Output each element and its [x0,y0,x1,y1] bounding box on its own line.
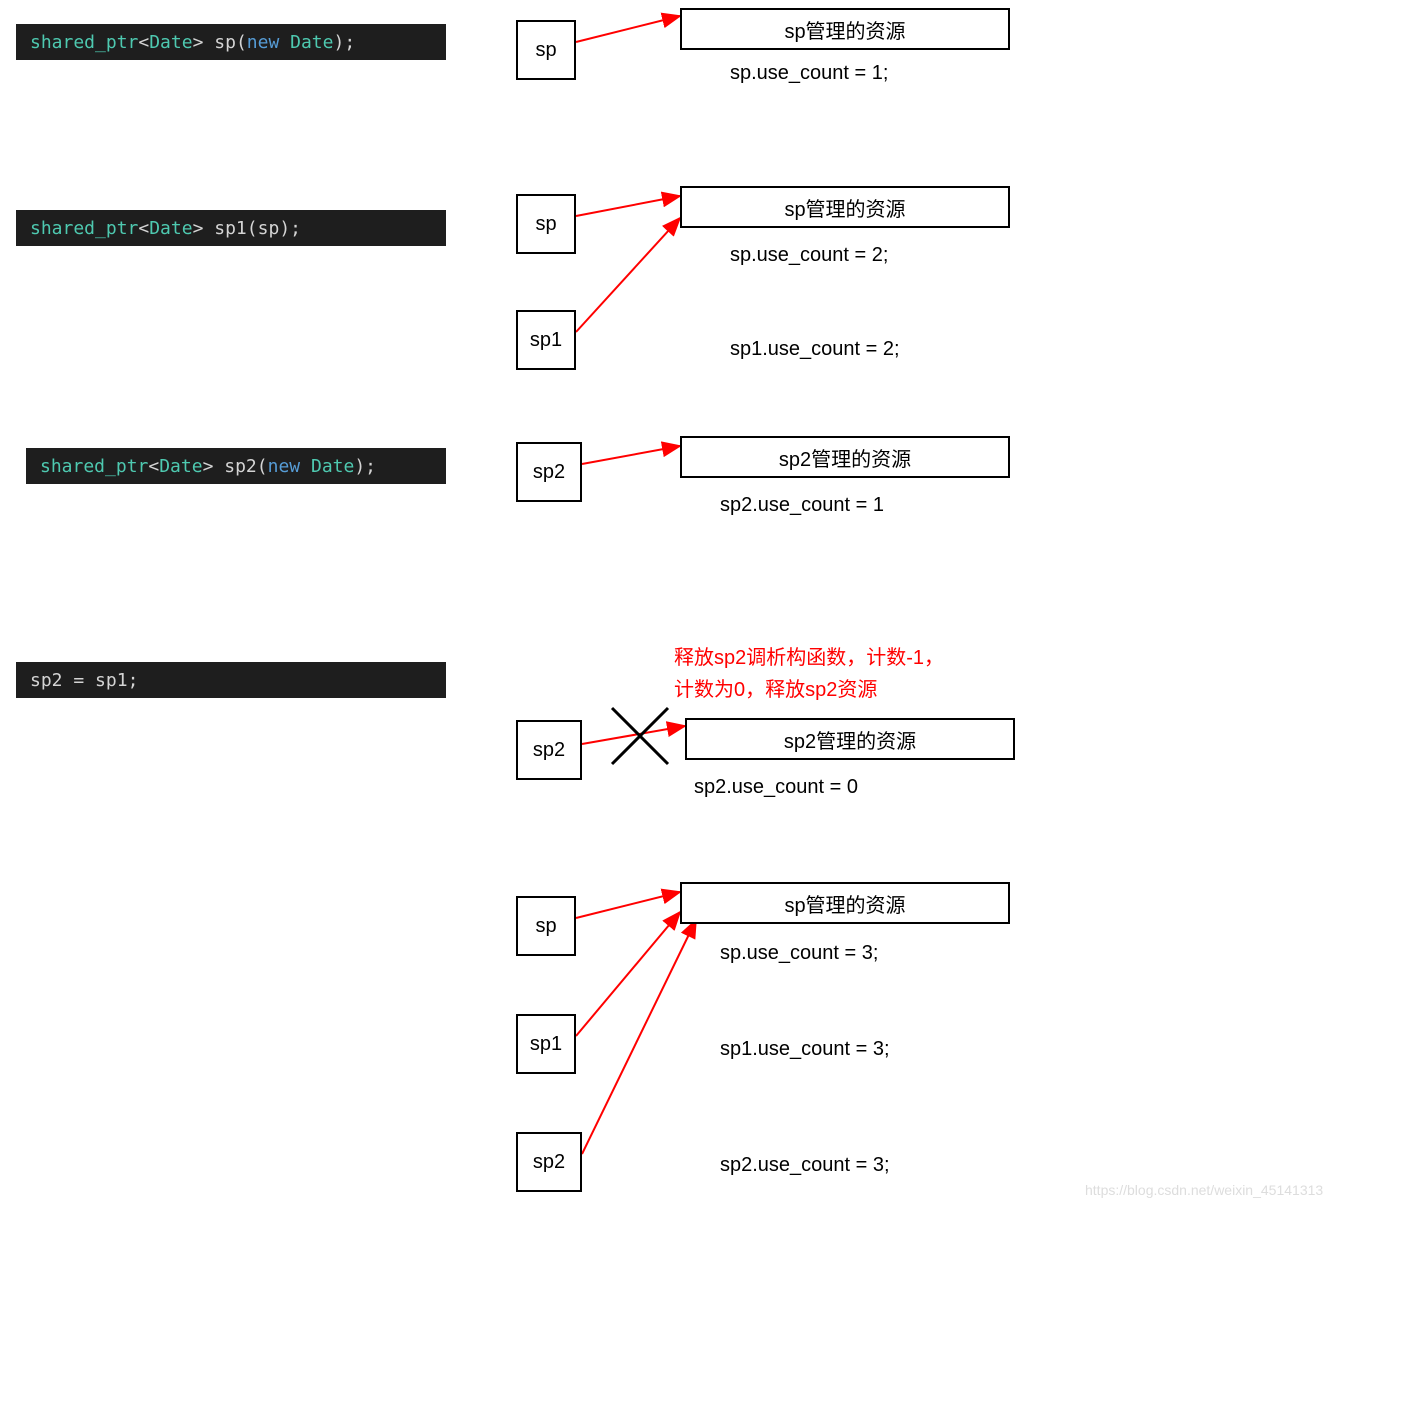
pointer-label: sp1 [530,1033,562,1056]
resource-label: sp2管理的资源 [784,725,916,754]
resource-box: sp管理的资源 [680,8,1010,50]
pointer-box: sp [516,896,576,956]
code-token: sp2 [213,456,256,477]
pointer-box: sp2 [516,1132,582,1192]
code-token: Date [279,32,333,53]
arrow-line [582,446,680,464]
code-token: < [148,456,159,477]
code-token: shared_ptr [30,218,138,239]
code-token: new [247,32,280,53]
code-token: Date [159,456,202,477]
resource-label: sp2管理的资源 [779,443,911,472]
count-label: sp.use_count = 3; [720,942,878,965]
resource-box: sp管理的资源 [680,186,1010,228]
code-token: > [193,32,204,53]
arrow-line [576,218,680,332]
code-token: ( [247,218,258,239]
pointer-box: sp1 [516,310,576,370]
code-token: sp1 [203,218,246,239]
code-token: Date [149,32,192,53]
resource-box: sp2管理的资源 [685,718,1015,760]
code-block: sp2 = sp1; [16,662,446,698]
code-block: shared_ptr<Date> sp2(new Date); [26,448,446,484]
code-token: Date [149,218,192,239]
arrow-line [576,196,680,216]
pointer-label: sp [535,915,556,938]
pointer-label: sp [535,213,556,236]
code-token: ; [290,218,301,239]
pointer-label: sp2 [533,461,565,484]
code-token: < [138,218,149,239]
count-label: sp2.use_count = 3; [720,1154,890,1177]
resource-box: sp管理的资源 [680,882,1010,924]
code-token: sp [203,32,236,53]
arrow-line [582,726,685,744]
count-label: sp1.use_count = 2; [730,338,900,361]
arrow-line [576,892,680,918]
code-token: new [268,456,301,477]
code-token: sp [258,218,280,239]
code-token: ( [257,456,268,477]
arrow-line [576,16,680,42]
cross-line [612,708,668,764]
code-token: ; [128,670,139,691]
resource-label: sp管理的资源 [784,889,905,918]
code-token: ) [279,218,290,239]
count-label: sp1.use_count = 3; [720,1038,890,1061]
code-token: ) [354,456,365,477]
code-block: shared_ptr<Date> sp1(sp); [16,210,446,246]
cross-line [612,708,668,764]
code-token: ( [236,32,247,53]
arrow-line [576,912,680,1036]
pointer-box: sp [516,20,576,80]
code-token: > [193,218,204,239]
pointer-label: sp1 [530,329,562,352]
resource-box: sp2管理的资源 [680,436,1010,478]
count-label: sp2.use_count = 0 [694,776,858,799]
code-token: ; [365,456,376,477]
pointer-box: sp2 [516,442,582,502]
pointer-label: sp2 [533,739,565,762]
code-token: = [73,670,84,691]
pointer-box: sp [516,194,576,254]
count-label: sp2.use_count = 1 [720,494,884,517]
annotation-text: 释放sp2调析构函数，计数-1，计数为0，释放sp2资源 [674,642,944,706]
resource-label: sp管理的资源 [784,193,905,222]
code-token: < [138,32,149,53]
code-token: Date [300,456,354,477]
code-token: sp1 [84,670,127,691]
count-label: sp.use_count = 2; [730,244,888,267]
code-token: shared_ptr [30,32,138,53]
code-token: sp2 [30,670,73,691]
pointer-label: sp2 [533,1151,565,1174]
code-block: shared_ptr<Date> sp(new Date); [16,24,446,60]
code-token: ; [344,32,355,53]
watermark-text: https://blog.csdn.net/weixin_45141313 [1085,1182,1323,1198]
code-token: > [203,456,214,477]
arrow-line [582,920,696,1154]
code-token: ) [333,32,344,53]
resource-label: sp管理的资源 [784,15,905,44]
pointer-box: sp2 [516,720,582,780]
pointer-box: sp1 [516,1014,576,1074]
code-token: shared_ptr [40,456,148,477]
count-label: sp.use_count = 1; [730,62,888,85]
pointer-label: sp [535,39,556,62]
